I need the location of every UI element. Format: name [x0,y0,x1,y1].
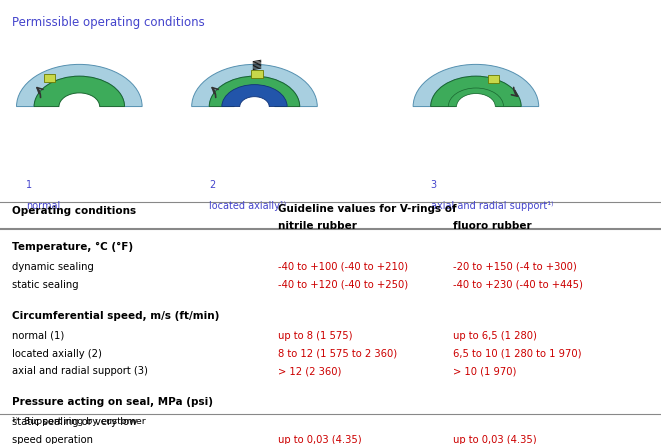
Wedge shape [431,76,521,107]
Text: up to 0,03 (4.35): up to 0,03 (4.35) [278,435,362,444]
Text: nitrile rubber: nitrile rubber [278,221,356,231]
Text: > 10 (1 970): > 10 (1 970) [453,366,516,377]
Text: -40 to +230 (-40 to +445): -40 to +230 (-40 to +445) [453,280,582,290]
Text: static sealing: static sealing [12,280,79,290]
Text: > 12 (2 360): > 12 (2 360) [278,366,341,377]
Text: -20 to +150 (-4 to +300): -20 to +150 (-4 to +300) [453,262,576,272]
Text: up to 6,5 (1 280): up to 6,5 (1 280) [453,331,537,341]
Text: located axially (2): located axially (2) [12,349,102,359]
Text: axial and radial support (3): axial and radial support (3) [12,366,148,377]
Wedge shape [210,76,299,107]
Bar [251,70,262,78]
Text: located axially¹⁾: located axially¹⁾ [210,201,286,211]
Text: fluoro rubber: fluoro rubber [453,221,531,231]
Text: up to 8 (1 575): up to 8 (1 575) [278,331,352,341]
Text: Pressure acting on seal, MPa (psi): Pressure acting on seal, MPa (psi) [12,397,213,408]
Text: Operating conditions: Operating conditions [12,206,136,217]
Text: axial and radial support¹⁾: axial and radial support¹⁾ [431,201,553,211]
Wedge shape [17,64,142,107]
Text: 6,5 to 10 (1 280 to 1 970): 6,5 to 10 (1 280 to 1 970) [453,349,581,359]
Text: 1: 1 [26,180,32,190]
Wedge shape [222,85,287,107]
Wedge shape [448,88,504,107]
Text: Permissible operating conditions: Permissible operating conditions [12,16,205,28]
Text: ¹⁾  Support ring by customer: ¹⁾ Support ring by customer [12,417,145,426]
Wedge shape [192,64,317,107]
Wedge shape [34,76,124,107]
Text: 8 to 12 (1 575 to 2 360): 8 to 12 (1 575 to 2 360) [278,349,397,359]
Text: normal: normal [26,201,60,211]
Bar [44,74,55,82]
Text: 3: 3 [431,180,437,190]
Text: Guideline values for V-rings of: Guideline values for V-rings of [278,204,456,214]
Wedge shape [413,64,539,107]
Text: normal (1): normal (1) [12,331,64,341]
Text: Circumferential speed, m/s (ft/min): Circumferential speed, m/s (ft/min) [12,311,219,321]
Text: Temperature, °C (°F): Temperature, °C (°F) [12,242,133,252]
Text: -40 to +120 (-40 to +250): -40 to +120 (-40 to +250) [278,280,408,290]
Text: dynamic sealing: dynamic sealing [12,262,94,272]
Text: 2: 2 [210,180,215,190]
Text: speed operation: speed operation [12,435,93,444]
Text: static sealing or very low: static sealing or very low [12,417,137,428]
Text: -40 to +100 (-40 to +210): -40 to +100 (-40 to +210) [278,262,408,272]
Bar [488,75,499,83]
Text: up to 0,03 (4.35): up to 0,03 (4.35) [453,435,537,444]
